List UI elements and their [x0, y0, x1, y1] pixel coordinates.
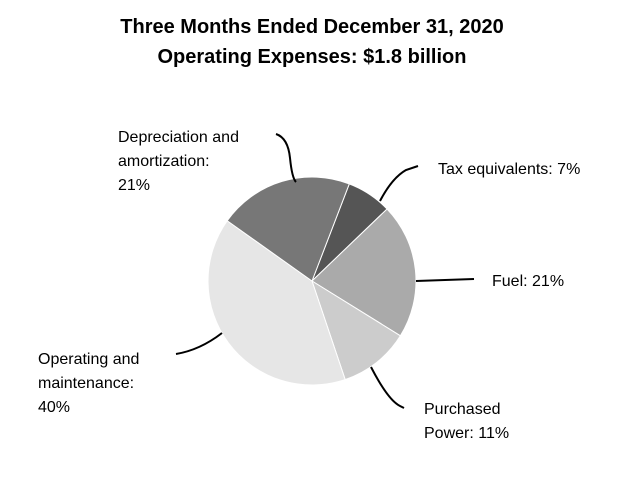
leader-operating-maintenance [175, 332, 223, 355]
label-da-line3: 21% [118, 177, 151, 194]
slice-fuel [311, 208, 417, 337]
label-depreciation-amortization: Depreciation and amortization: 21% [118, 126, 239, 198]
leader-depreciation-amortization [275, 133, 297, 183]
leader-tax-equivalents [379, 165, 419, 202]
label-tax-equivalents: Tax equivalents: 7% [438, 158, 580, 182]
chart-subtitle: Operating Expenses: $1.8 billion [157, 46, 467, 68]
label-om-line1: Operating and [38, 351, 140, 368]
label-da-line2: amortization: [118, 153, 210, 170]
label-purchased-line1: Purchased [424, 401, 501, 418]
label-purchased-line2: Power: 11% [424, 425, 510, 442]
label-purchased-power: Purchased Power: 11% [424, 398, 509, 446]
leader-fuel [415, 278, 475, 282]
slice-operating-maintenance [207, 220, 346, 386]
label-om-line2: maintenance: [38, 375, 135, 392]
leader-purchased-power [370, 366, 405, 409]
slice-purchased-power [311, 279, 402, 381]
label-operating-maintenance: Operating and maintenance: 40% [38, 348, 139, 420]
label-fuel: Fuel: 21% [492, 270, 564, 294]
label-da-line1: Depreciation and [118, 129, 239, 146]
slice-depreciation-amortization [226, 176, 350, 282]
chart-title: Three Months Ended December 31, 2020 [120, 16, 504, 38]
label-fuel-line1: Fuel: 21% [492, 273, 565, 290]
label-om-line3: 40% [38, 399, 71, 416]
label-tax-line1: Tax equivalents: 7% [438, 161, 581, 178]
